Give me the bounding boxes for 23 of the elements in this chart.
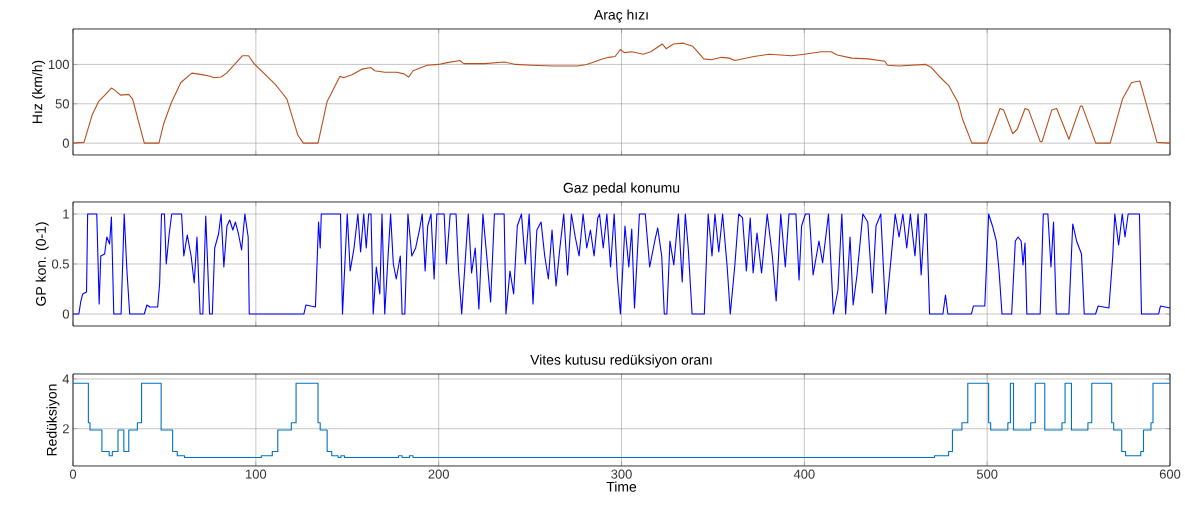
- y-tick-label: 0: [62, 309, 69, 319]
- x-tick-label: 500: [976, 469, 998, 479]
- x-tick-label: 400: [793, 469, 815, 479]
- x-tick-label: 100: [246, 469, 267, 479]
- line-series: [73, 42, 1171, 144]
- chart-title: Araç hızı: [594, 9, 648, 23]
- x-tick-label: 200: [428, 469, 449, 479]
- x-tick-label: 600: [1159, 469, 1181, 479]
- chart-title: Gaz pedal konumu: [563, 182, 680, 196]
- y-axis-title: Hız (km/h): [32, 60, 46, 123]
- chart-title: Vites kutusu redüksiyon oranı: [530, 354, 712, 368]
- y-tick-label: 0: [62, 138, 69, 148]
- y-axis-title: GP kon. (0-1): [35, 222, 49, 306]
- y-tick-label: 2: [62, 424, 69, 434]
- y-tick-label: 4: [62, 374, 70, 384]
- y-tick-label: 100: [48, 59, 69, 70]
- x-tick-label: 0: [69, 469, 77, 479]
- y-tick-label: 1: [63, 209, 69, 219]
- x-axis-title: Time: [606, 481, 637, 492]
- x-tick-label: 300: [611, 469, 632, 479]
- y-axis-title: Redüksiyon: [46, 384, 60, 456]
- y-tick-label: 0.5: [51, 259, 69, 269]
- y-tick-label: 50: [55, 99, 69, 109]
